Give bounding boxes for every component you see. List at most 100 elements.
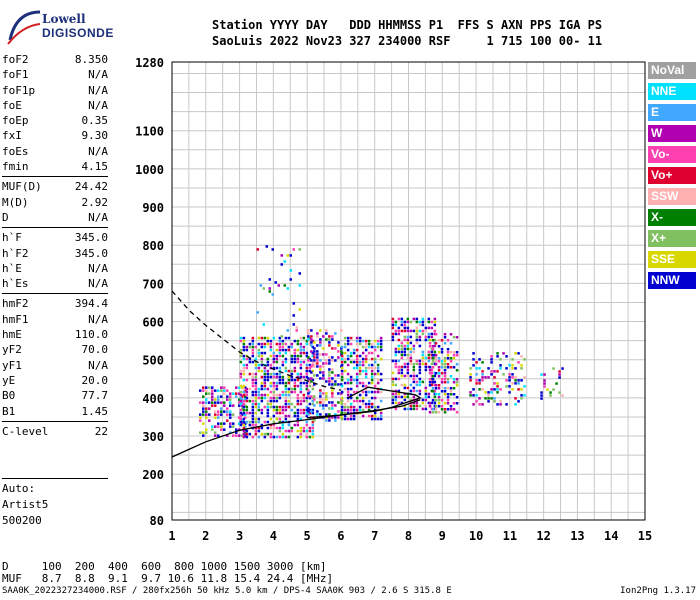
echo-pixel bbox=[452, 354, 456, 357]
echo-pixel bbox=[296, 372, 300, 376]
echo-pixel bbox=[331, 401, 334, 404]
echo-pixel bbox=[239, 348, 243, 352]
echo-pixel bbox=[266, 402, 270, 406]
echo-pixel bbox=[428, 339, 432, 342]
echo-pixel bbox=[328, 356, 331, 359]
echo-pixel bbox=[319, 377, 322, 380]
echo-pixel bbox=[316, 413, 319, 416]
echo-pixel bbox=[290, 390, 294, 394]
echo-pixel bbox=[428, 405, 432, 408]
echo-pixel bbox=[251, 408, 255, 412]
echo-pixel bbox=[400, 329, 404, 333]
echo-pixel bbox=[487, 367, 490, 370]
echo-pixel bbox=[346, 381, 350, 385]
echo-pixel bbox=[263, 375, 267, 379]
echo-pixel bbox=[220, 422, 223, 425]
echo-pixel bbox=[496, 388, 499, 391]
echo-pixel bbox=[379, 357, 383, 361]
echo-pixel bbox=[281, 390, 285, 394]
echo-pixel bbox=[245, 396, 249, 400]
echo-pixel bbox=[308, 435, 312, 439]
echo-pixel bbox=[269, 423, 273, 427]
echo-pixel bbox=[391, 401, 395, 405]
echo-pixel bbox=[266, 339, 270, 343]
echo-pixel bbox=[397, 371, 401, 375]
echo-pixel bbox=[394, 350, 398, 354]
echo-pixel bbox=[403, 365, 407, 369]
echo-pixel bbox=[254, 387, 258, 391]
echo-pixel bbox=[523, 385, 526, 388]
echo-pixel bbox=[220, 386, 223, 389]
echo-pixel bbox=[406, 368, 410, 372]
echo-pixel bbox=[220, 401, 223, 404]
echo-pixel bbox=[431, 378, 435, 381]
echo-pixel bbox=[251, 339, 255, 343]
echo-pixel bbox=[242, 411, 246, 415]
echo-pixel bbox=[520, 388, 523, 391]
echo-pixel bbox=[478, 403, 481, 406]
echo-pixel bbox=[412, 365, 416, 369]
echo-pixel bbox=[305, 369, 309, 373]
echo-pixel bbox=[239, 417, 243, 421]
echo-pixel bbox=[310, 350, 313, 353]
echo-pixel bbox=[418, 320, 422, 324]
echo-pixel bbox=[292, 248, 295, 251]
echo-pixel bbox=[446, 396, 450, 399]
echo-pixel bbox=[248, 372, 252, 376]
echo-pixel bbox=[340, 350, 343, 353]
echo-pixel bbox=[202, 407, 205, 410]
echo-pixel bbox=[257, 354, 261, 358]
echo-pixel bbox=[281, 405, 285, 409]
echo-pixel bbox=[311, 426, 315, 430]
echo-pixel bbox=[409, 350, 413, 354]
echo-pixel bbox=[269, 432, 273, 436]
echo-pixel bbox=[437, 357, 441, 360]
echo-pixel bbox=[493, 376, 496, 379]
echo-pixel bbox=[316, 401, 319, 404]
echo-pixel bbox=[260, 360, 264, 364]
echo-pixel bbox=[394, 377, 398, 381]
x-tick-label: 8 bbox=[405, 529, 412, 543]
echo-pixel bbox=[543, 379, 546, 382]
echo-pixel bbox=[263, 420, 267, 424]
echo-pixel bbox=[355, 408, 359, 412]
echo-pixel bbox=[257, 408, 261, 412]
echo-pixel bbox=[254, 357, 258, 361]
echo-pixel bbox=[290, 408, 294, 412]
echo-pixel bbox=[293, 339, 297, 343]
echo-pixel bbox=[337, 374, 340, 377]
echo-pixel bbox=[263, 393, 267, 397]
echo-pixel bbox=[266, 405, 270, 409]
echo-pixel bbox=[440, 360, 444, 363]
echo-pixel bbox=[376, 405, 380, 409]
echo-pixel bbox=[235, 386, 238, 389]
echo-pixel bbox=[517, 352, 520, 355]
echo-pixel bbox=[307, 389, 310, 392]
echo-pixel bbox=[287, 387, 291, 391]
param-row-hmf2: hmF2 394.4 bbox=[2, 296, 108, 311]
echo-pixel bbox=[346, 339, 350, 343]
echo-pixel bbox=[245, 411, 249, 415]
echo-pixel bbox=[424, 386, 428, 390]
echo-pixel bbox=[245, 435, 249, 439]
echo-pixel bbox=[265, 245, 268, 248]
echo-pixel bbox=[370, 342, 374, 346]
echo-pixel bbox=[284, 387, 288, 391]
param-row-m-d-: M(D) 2.92 bbox=[2, 195, 108, 210]
echo-pixel bbox=[355, 348, 359, 352]
echo-pixel bbox=[361, 396, 365, 400]
param-value: N/A bbox=[88, 277, 108, 291]
echo-pixel bbox=[287, 336, 291, 340]
echo-pixel bbox=[251, 417, 255, 421]
echo-pixel bbox=[232, 422, 235, 425]
echo-pixel bbox=[305, 399, 309, 403]
echo-pixel bbox=[343, 360, 347, 364]
echo-pixel bbox=[403, 383, 407, 387]
echo-pixel bbox=[295, 329, 298, 332]
echo-pixel bbox=[260, 375, 264, 379]
echo-pixel bbox=[211, 386, 214, 389]
echo-pixel bbox=[505, 379, 508, 382]
echo-pixel bbox=[487, 391, 490, 394]
echo-pixel bbox=[511, 376, 514, 379]
echo-pixel bbox=[434, 405, 438, 408]
